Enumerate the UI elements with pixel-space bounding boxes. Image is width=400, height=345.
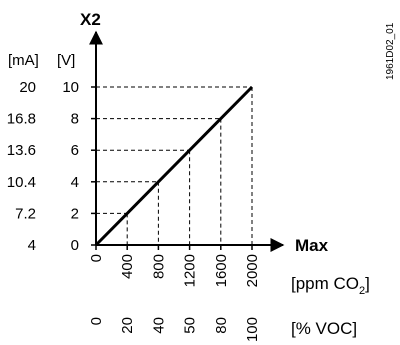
y-unit-v: [V]	[57, 52, 75, 69]
x-tick-label-voc: 20	[119, 317, 136, 334]
x-tick-label-ppm: 1600	[213, 254, 230, 287]
y-tick-label-ma: 13.6	[7, 142, 36, 159]
y-tick-labels: 0 4 2 7.2 4 10.4 6 13.6 8 16.8 10 20	[7, 79, 96, 254]
y-tick-label-v: 0	[71, 237, 79, 254]
figure-code: 1961D02_01	[385, 22, 396, 80]
x-tick-label-ppm: 2000	[244, 254, 261, 287]
series-line	[94, 85, 254, 247]
x-tick-label-voc: 40	[150, 317, 167, 334]
x-unit-ppm-subscript: 2	[359, 285, 365, 297]
y-tick-label-v: 6	[71, 142, 79, 159]
y-tick-label-v: 8	[71, 111, 79, 128]
x-axis-name: Max	[295, 236, 329, 255]
x-tick-label-voc: 80	[213, 317, 230, 334]
y-tick-label-v: 10	[62, 79, 79, 96]
y-axis-name: X2	[80, 10, 101, 29]
y-unit-ma: [mA]	[8, 52, 39, 69]
x-tick-labels: 0 0 400 20 800 40 1200 50 1600 80 2000 100	[88, 245, 261, 342]
x-tick-label-ppm: 0	[88, 254, 105, 262]
y-tick-label-v: 4	[71, 174, 79, 191]
x-tick-label-voc: 0	[88, 317, 105, 325]
y-tick-label-ma: 10.4	[7, 174, 36, 191]
x-tick-label-voc: 100	[244, 317, 261, 342]
x-tick-label-voc: 50	[182, 317, 199, 334]
guide-lines	[96, 86, 253, 245]
x-tick-label-ppm: 400	[119, 254, 136, 279]
y-tick-label-ma: 16.8	[7, 111, 36, 128]
x-tick-label-ppm: 1200	[182, 254, 199, 287]
y-tick-label-v: 2	[71, 205, 79, 222]
x-unit-voc: [% VOC]	[291, 319, 357, 338]
y-tick-label-ma: 4	[28, 237, 36, 254]
x-tick-label-ppm: 800	[150, 254, 167, 279]
x-unit-ppm: [ppm CO2]	[291, 274, 370, 297]
y-tick-label-ma: 7.2	[15, 205, 36, 222]
y-tick-label-ma: 20	[19, 79, 36, 96]
x-unit-ppm-close: ]	[365, 274, 370, 293]
